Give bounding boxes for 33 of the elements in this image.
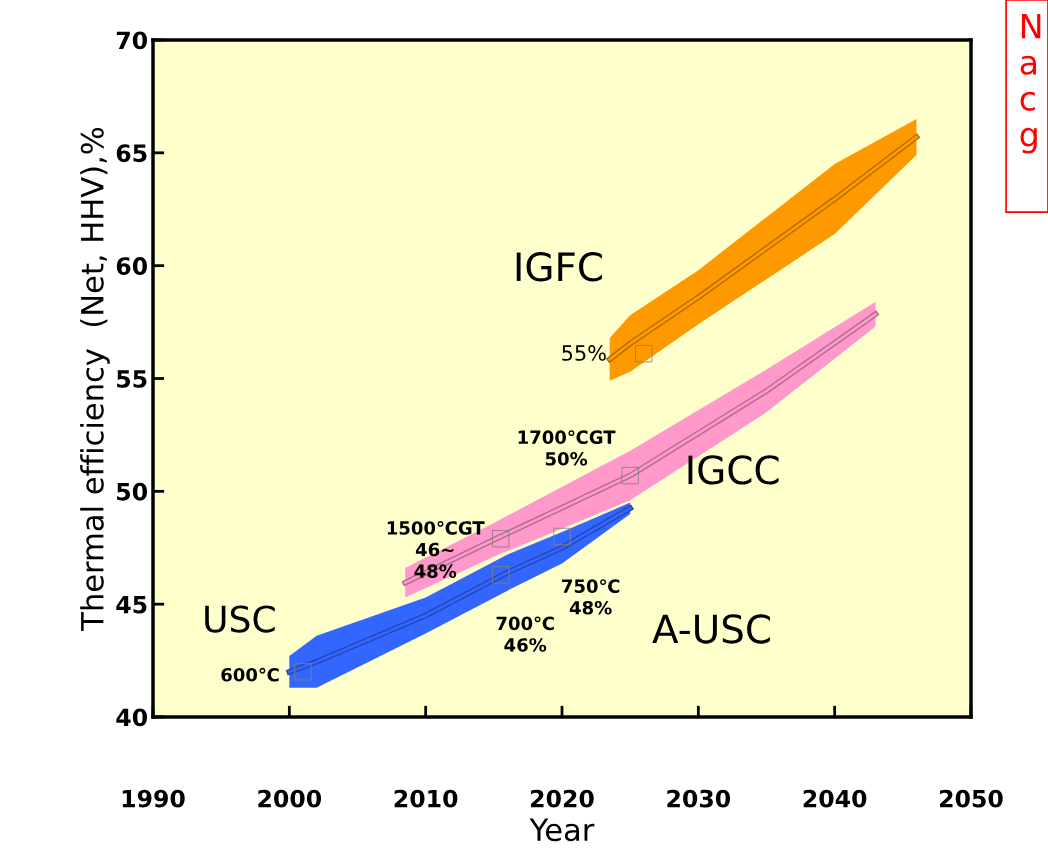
point xyxy=(492,530,510,548)
annotation: IGFC xyxy=(516,252,602,282)
point xyxy=(553,527,571,546)
y-tick-label: 65 xyxy=(116,144,147,163)
y-tick-label: 50 xyxy=(117,482,148,501)
y-tick-label: 55 xyxy=(117,370,147,388)
point xyxy=(492,566,510,584)
y-axis-title: Thermal efficiency (Net, HHV),% xyxy=(80,127,110,631)
annotation: IGCC xyxy=(688,455,779,485)
annotation: 600℃ xyxy=(221,667,279,682)
annotation: A-USC xyxy=(652,614,770,644)
x-tick-label: 2040 xyxy=(803,789,867,808)
annotation: 700℃ 46% xyxy=(496,616,554,652)
x-axis-title: Year xyxy=(529,818,595,842)
y-tick-label: 60 xyxy=(116,257,148,275)
point xyxy=(294,663,312,681)
y-tick-label: 40 xyxy=(116,708,148,727)
annotation: 1500℃GT 46∼ 48% xyxy=(387,521,485,578)
point xyxy=(621,466,639,485)
x-tick-label: 2010 xyxy=(394,789,458,808)
annotation: 1700℃GT 50% xyxy=(518,430,616,466)
x-tick-label: 2050 xyxy=(940,789,1003,808)
annotation: USC xyxy=(205,605,275,633)
text: N a c g xyxy=(1020,14,1041,154)
x-tick-label: 2030 xyxy=(667,789,731,808)
point xyxy=(635,345,653,363)
x-tick-label: 2000 xyxy=(258,789,322,808)
annotation: 750℃ 48% xyxy=(562,579,620,615)
x-tick-label: 2020 xyxy=(531,789,594,808)
annotation: 55% xyxy=(562,345,606,361)
x-tick-label: 1990 xyxy=(122,789,185,808)
y-tick-label: 70 xyxy=(116,31,148,50)
y-tick-label: 45 xyxy=(116,595,147,614)
